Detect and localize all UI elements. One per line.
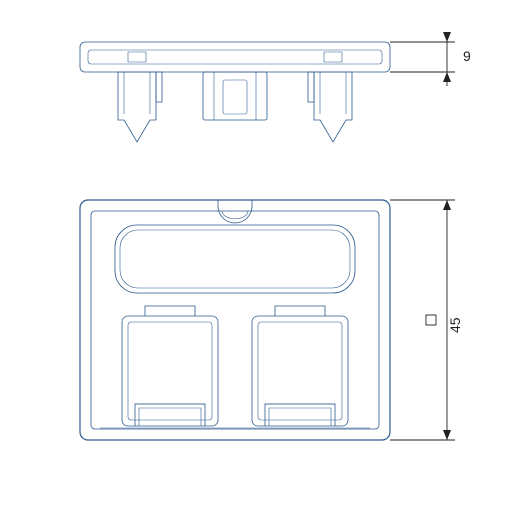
top-view: [80, 42, 390, 142]
dim-9: 9: [390, 32, 471, 86]
port-right: [252, 306, 348, 426]
dim-9-value: 9: [463, 48, 471, 64]
port-left: [122, 306, 218, 426]
dim-45: 45: [390, 200, 463, 440]
front-view: [80, 200, 390, 440]
dim-45-value: 45: [447, 317, 463, 333]
